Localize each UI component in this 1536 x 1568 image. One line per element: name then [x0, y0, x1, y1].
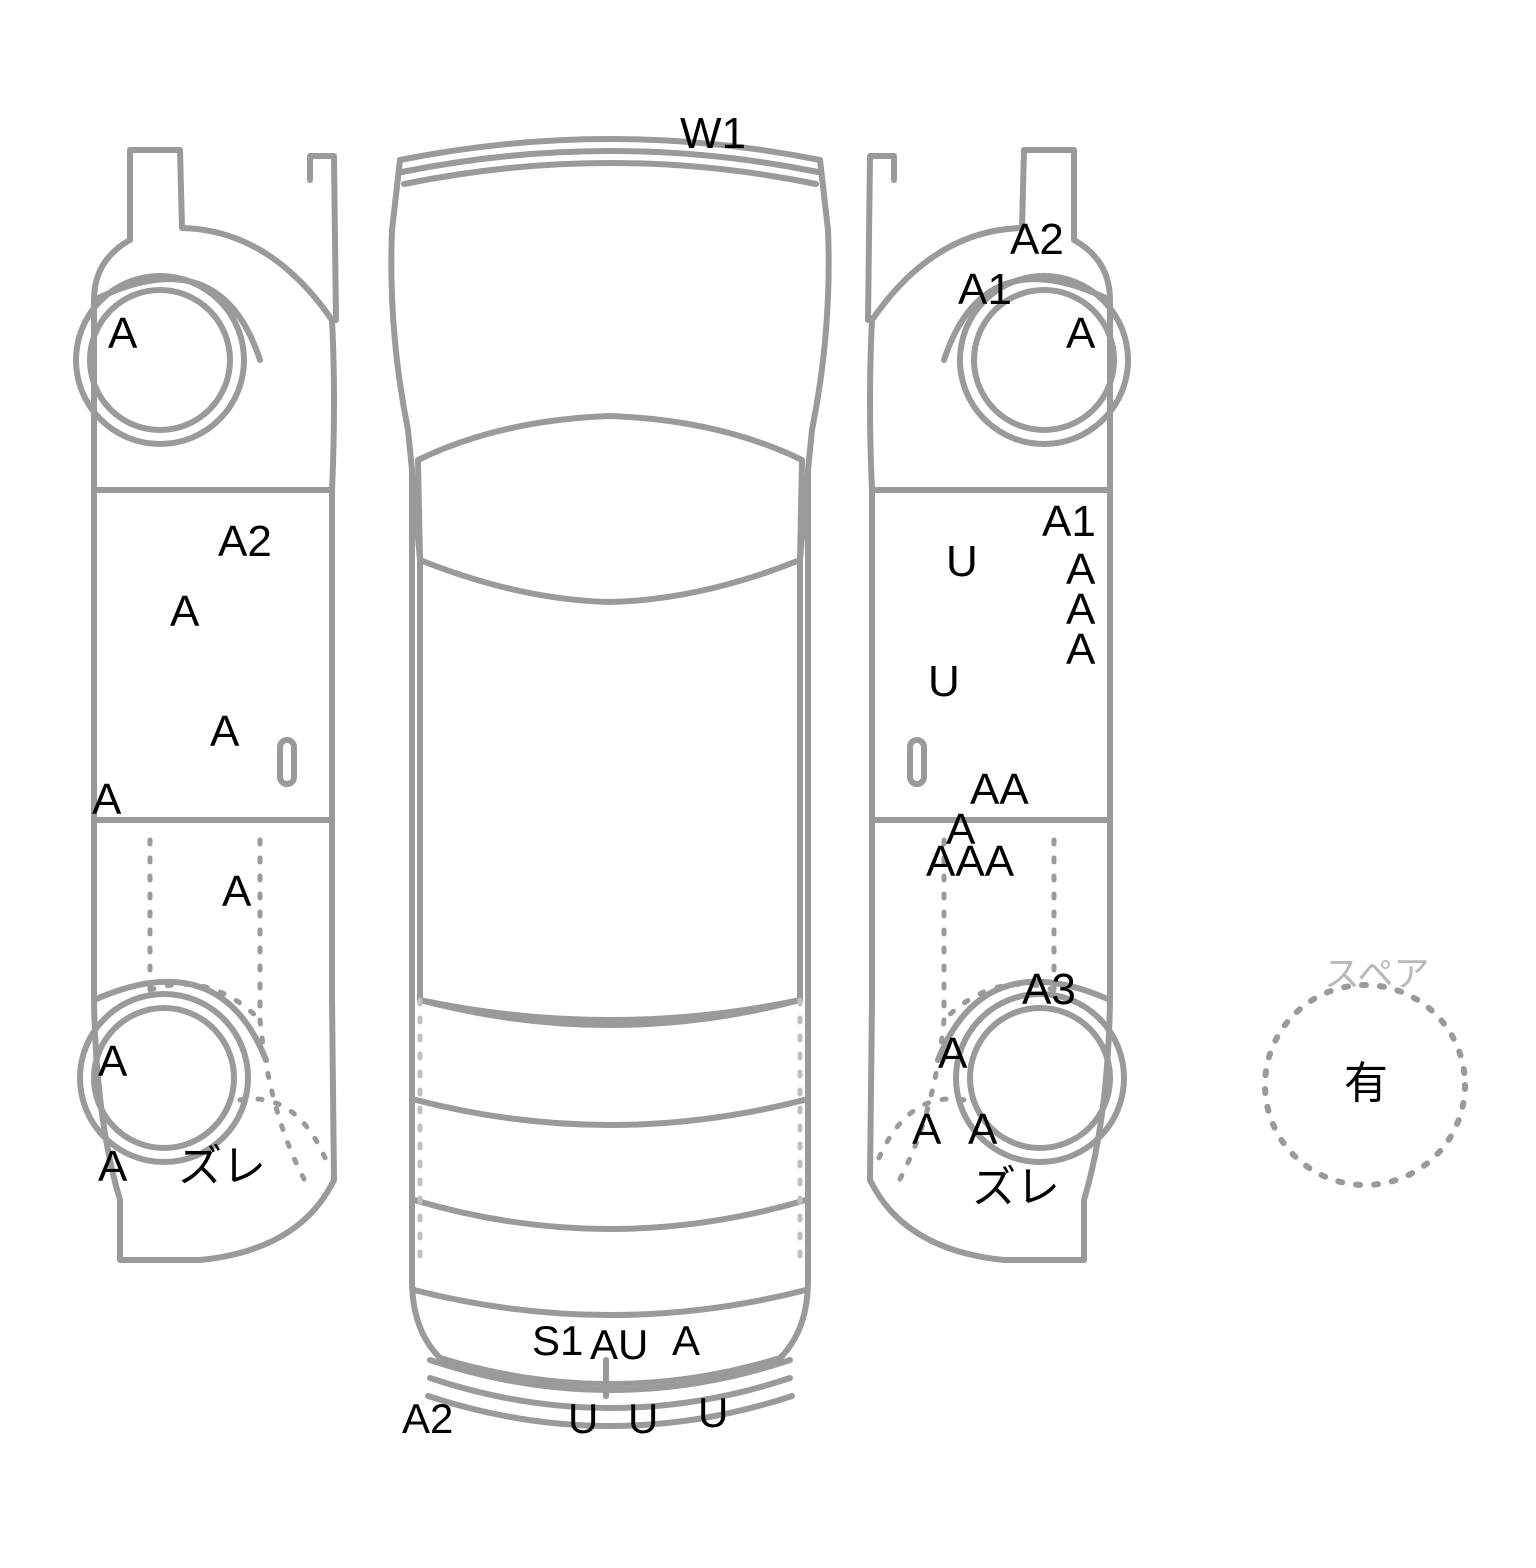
annotation: A3 [1022, 968, 1076, 1012]
annotation: A [210, 710, 239, 754]
annotation: A [92, 778, 121, 822]
annotation: U [946, 540, 978, 584]
diagram-stage: スペア 有 W1 A A2 A A A A A A ズレ A2 A1 A A1 … [0, 0, 1536, 1568]
spare-tire-value: 有 [1344, 1062, 1388, 1106]
annotation: A [968, 1108, 997, 1152]
annotation: A [1066, 312, 1095, 356]
annotation: W1 [680, 112, 746, 156]
annotation: A [938, 1032, 967, 1076]
annotation: A [912, 1108, 941, 1152]
spare-tire-label: スペア [1324, 956, 1429, 992]
annotation: A1 [1042, 500, 1096, 544]
annotation: AAA [926, 840, 1014, 884]
annotation: U [698, 1392, 728, 1434]
annotation: A [108, 312, 137, 356]
annotation: S1 [532, 1320, 583, 1362]
annotation: A [170, 590, 199, 634]
annotation: A2 [218, 520, 272, 564]
car-outline-svg [0, 0, 1536, 1568]
annotation: A [98, 1040, 127, 1084]
annotation: U [568, 1398, 598, 1440]
annotation: A1 [958, 268, 1012, 312]
annotation: A [222, 870, 251, 914]
annotation: A [672, 1320, 700, 1362]
annotation: ズレ [178, 1145, 266, 1189]
annotation: A2 [1010, 218, 1064, 262]
annotation: AU [590, 1324, 648, 1366]
annotation: U [928, 660, 960, 704]
annotation: A [1066, 628, 1095, 672]
annotation: AA [970, 768, 1029, 812]
annotation: A [98, 1145, 127, 1189]
annotation: ズレ [972, 1166, 1060, 1210]
annotation: U [628, 1398, 658, 1440]
annotation: A2 [402, 1398, 453, 1440]
